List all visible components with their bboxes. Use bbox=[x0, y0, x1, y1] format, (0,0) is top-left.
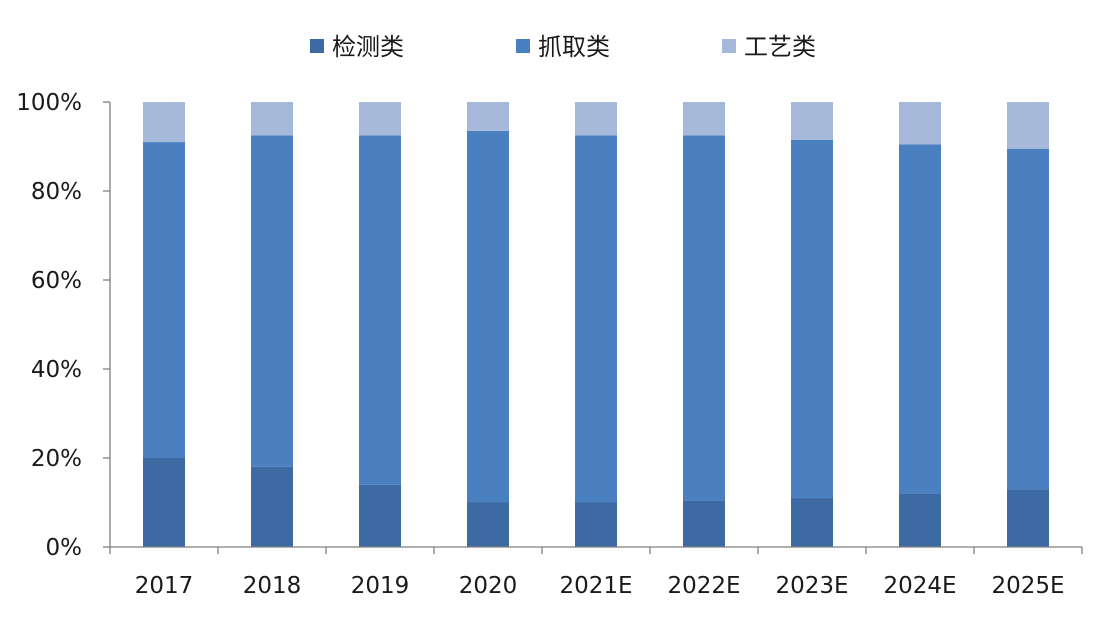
y-tick-label: 40% bbox=[31, 357, 82, 383]
bar-segment-2017-1 bbox=[143, 458, 185, 547]
bar-segment-2019-3 bbox=[359, 102, 401, 136]
bar-segment-2021E-3 bbox=[575, 102, 617, 136]
bar-segment-2025E-2 bbox=[1007, 148, 1049, 490]
bar-segment-2022E-1 bbox=[683, 500, 725, 547]
bar-segment-2024E-3 bbox=[899, 102, 941, 145]
bar-segment-2024E-2 bbox=[899, 144, 941, 494]
bar-segment-2020-3 bbox=[467, 102, 509, 131]
bar-segment-2019-2 bbox=[359, 135, 401, 485]
x-tick-label: 2020 bbox=[459, 573, 518, 599]
x-axis: 2017 2018 2019 2020 2021E 2022E 2023E 2024E 2025… bbox=[109, 546, 1083, 599]
y-tick-label: 80% bbox=[31, 179, 82, 205]
bar-segment-2018-1 bbox=[251, 466, 293, 547]
y-tick-label: 20% bbox=[31, 446, 82, 472]
bar-segment-2023E-1 bbox=[791, 498, 833, 547]
bar-segment-2017-2 bbox=[143, 142, 185, 459]
legend-swatch bbox=[516, 39, 530, 53]
bar-segment-2023E-3 bbox=[791, 102, 833, 140]
bar-segment-2022E-3 bbox=[683, 102, 725, 136]
x-tick-label: 2023E bbox=[775, 573, 848, 599]
bar-segment-2017-3 bbox=[143, 102, 185, 143]
x-tick-label: 2018 bbox=[243, 573, 302, 599]
x-tick-label: 2019 bbox=[351, 573, 410, 599]
bar-segment-2024E-1 bbox=[899, 493, 941, 547]
legend-label: 检测类 bbox=[332, 33, 404, 61]
bar-segment-2021E-2 bbox=[575, 135, 617, 503]
bar-segment-2023E-2 bbox=[791, 139, 833, 499]
y-tick-label: 100% bbox=[16, 90, 82, 116]
legend-label: 工艺类 bbox=[744, 33, 816, 61]
y-axis-ticks: 0% 20% 40% 60% 80% 100% bbox=[16, 90, 111, 561]
x-tick-label: 2021E bbox=[559, 573, 632, 599]
bar-segment-2018-3 bbox=[251, 102, 293, 136]
legend-swatch bbox=[722, 39, 736, 53]
bar-segment-2021E-1 bbox=[575, 502, 617, 547]
x-tick-label: 2017 bbox=[135, 573, 194, 599]
legend-swatch bbox=[310, 39, 324, 53]
bar-segment-2019-1 bbox=[359, 484, 401, 547]
y-tick-label: 0% bbox=[46, 535, 83, 561]
legend-label: 抓取类 bbox=[538, 33, 610, 61]
y-tick-label: 60% bbox=[31, 268, 82, 294]
bar-segment-2022E-2 bbox=[683, 135, 725, 501]
bar-segment-2020-2 bbox=[467, 130, 509, 503]
bar-segment-2018-2 bbox=[251, 135, 293, 467]
bar-segment-2025E-1 bbox=[1007, 489, 1049, 547]
bar-segment-2025E-3 bbox=[1007, 102, 1049, 149]
bar-segment-2020-1 bbox=[467, 502, 509, 547]
x-tick-label: 2024E bbox=[883, 573, 956, 599]
legend: 检测类 抓取类 工艺类 bbox=[310, 33, 816, 61]
x-tick-label: 2025E bbox=[991, 573, 1064, 599]
x-tick-label: 2022E bbox=[667, 573, 740, 599]
bars bbox=[143, 102, 1049, 547]
